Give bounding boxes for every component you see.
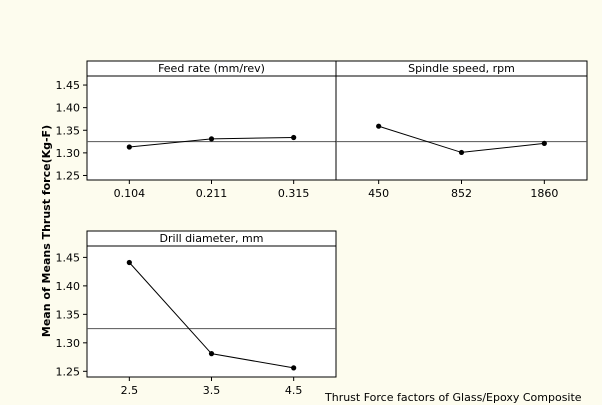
y-tick-label: 1.40 (56, 280, 81, 293)
y-axis-label: Mean of Means Thrust force(Kg-F) (40, 125, 53, 337)
panel-title: Drill diameter, mm (160, 232, 264, 245)
y-tick-label: 1.40 (56, 102, 81, 115)
x-tick-label: 852 (451, 187, 472, 200)
data-point (376, 123, 382, 129)
data-point (208, 351, 215, 357)
data-point (126, 259, 132, 266)
data-point (126, 144, 132, 150)
panel-title: Spindle speed, rpm (408, 62, 515, 75)
panel-frame (335, 60, 588, 181)
panel-1: Feed rate (mm/rev) 1.25 1.30 1.35 1.40 1.45 0.… (56, 60, 337, 200)
data-point (208, 136, 215, 142)
x-tick-label: 0.315 (278, 187, 310, 200)
data-point (541, 140, 547, 146)
y-tick-label: 1.45 (56, 251, 81, 264)
y-tick-label: 1.35 (56, 308, 81, 321)
x-tick-label: 4.5 (285, 384, 303, 397)
x-tick-label: 0.211 (196, 187, 228, 200)
x-tick-label: 1860 (530, 187, 558, 200)
panel-frame (86, 60, 337, 181)
panel-2: Spindle speed, rpm 450 852 1860 (335, 60, 588, 200)
data-point (291, 134, 297, 141)
y-tick-label: 1.45 (56, 79, 81, 92)
y-tick-label: 1.35 (56, 124, 81, 137)
x-tick-label: 0.104 (114, 187, 146, 200)
panel-3: Drill diameter, mm 1.25 1.30 1.35 1.40 1.45 2.… (56, 230, 337, 397)
footer-caption: Thrust Force factors of Glass/Epoxy Comp… (324, 391, 582, 404)
x-tick-label: 450 (368, 187, 389, 200)
panel-title: Feed rate (mm/rev) (158, 62, 265, 75)
y-tick-label: 1.30 (56, 147, 81, 160)
x-tick-label: 2.5 (121, 384, 139, 397)
y-tick-label: 1.30 (56, 337, 81, 350)
y-tick-label: 1.25 (56, 365, 81, 378)
panels-group: Feed rate (mm/rev) 1.25 1.30 1.35 1.40 1.45 0.… (56, 60, 588, 397)
y-tick-label: 1.25 (56, 169, 81, 182)
data-point (458, 149, 465, 156)
x-tick-label: 3.5 (203, 384, 221, 397)
data-point (291, 365, 297, 371)
